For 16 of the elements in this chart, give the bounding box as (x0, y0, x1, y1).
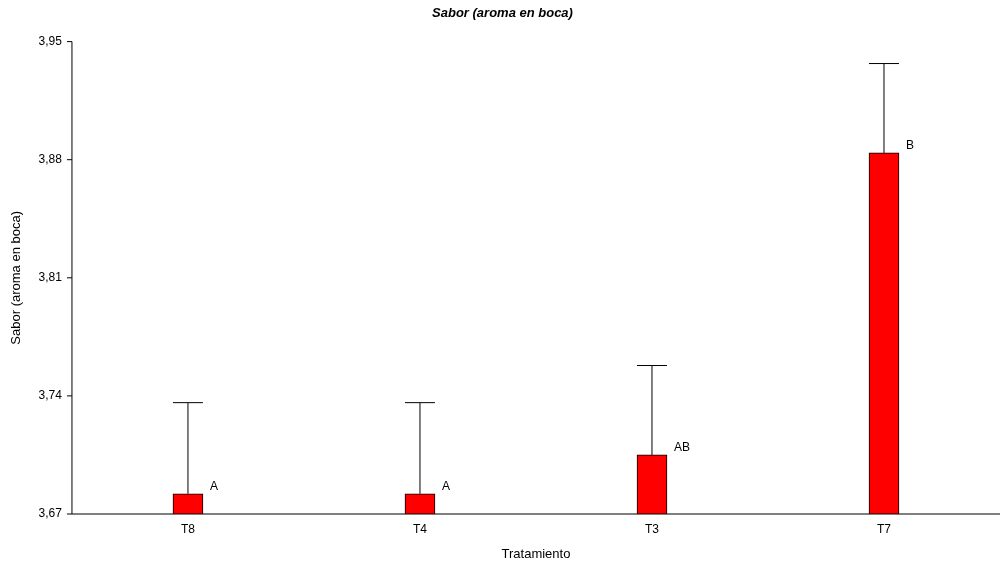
annotation: A (209, 479, 218, 494)
x-tick-label: T8 (180, 521, 196, 536)
annotation: A (441, 479, 450, 494)
x-axis-title: Tratamiento (501, 545, 571, 561)
x-tick-label: T4 (412, 521, 428, 536)
chart-title: Sabor (aroma en boca) (432, 5, 573, 21)
annotation: AB (673, 440, 690, 455)
x-tick-label: T7 (876, 521, 892, 536)
annotation: B (905, 138, 915, 153)
x-tick-label: T3 (644, 521, 660, 536)
y-tick-label: 3,81 (38, 270, 63, 285)
y-tick-label: 3,74 (38, 388, 63, 403)
y-tick-label: 3,95 (38, 33, 63, 48)
y-axis-title: Sabor (aroma en boca) (8, 210, 24, 345)
y-tick-label: 3,88 (38, 152, 63, 167)
y-tick-label: 3,67 (38, 506, 63, 521)
